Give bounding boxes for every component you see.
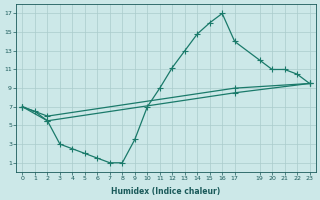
X-axis label: Humidex (Indice chaleur): Humidex (Indice chaleur) — [111, 187, 221, 196]
